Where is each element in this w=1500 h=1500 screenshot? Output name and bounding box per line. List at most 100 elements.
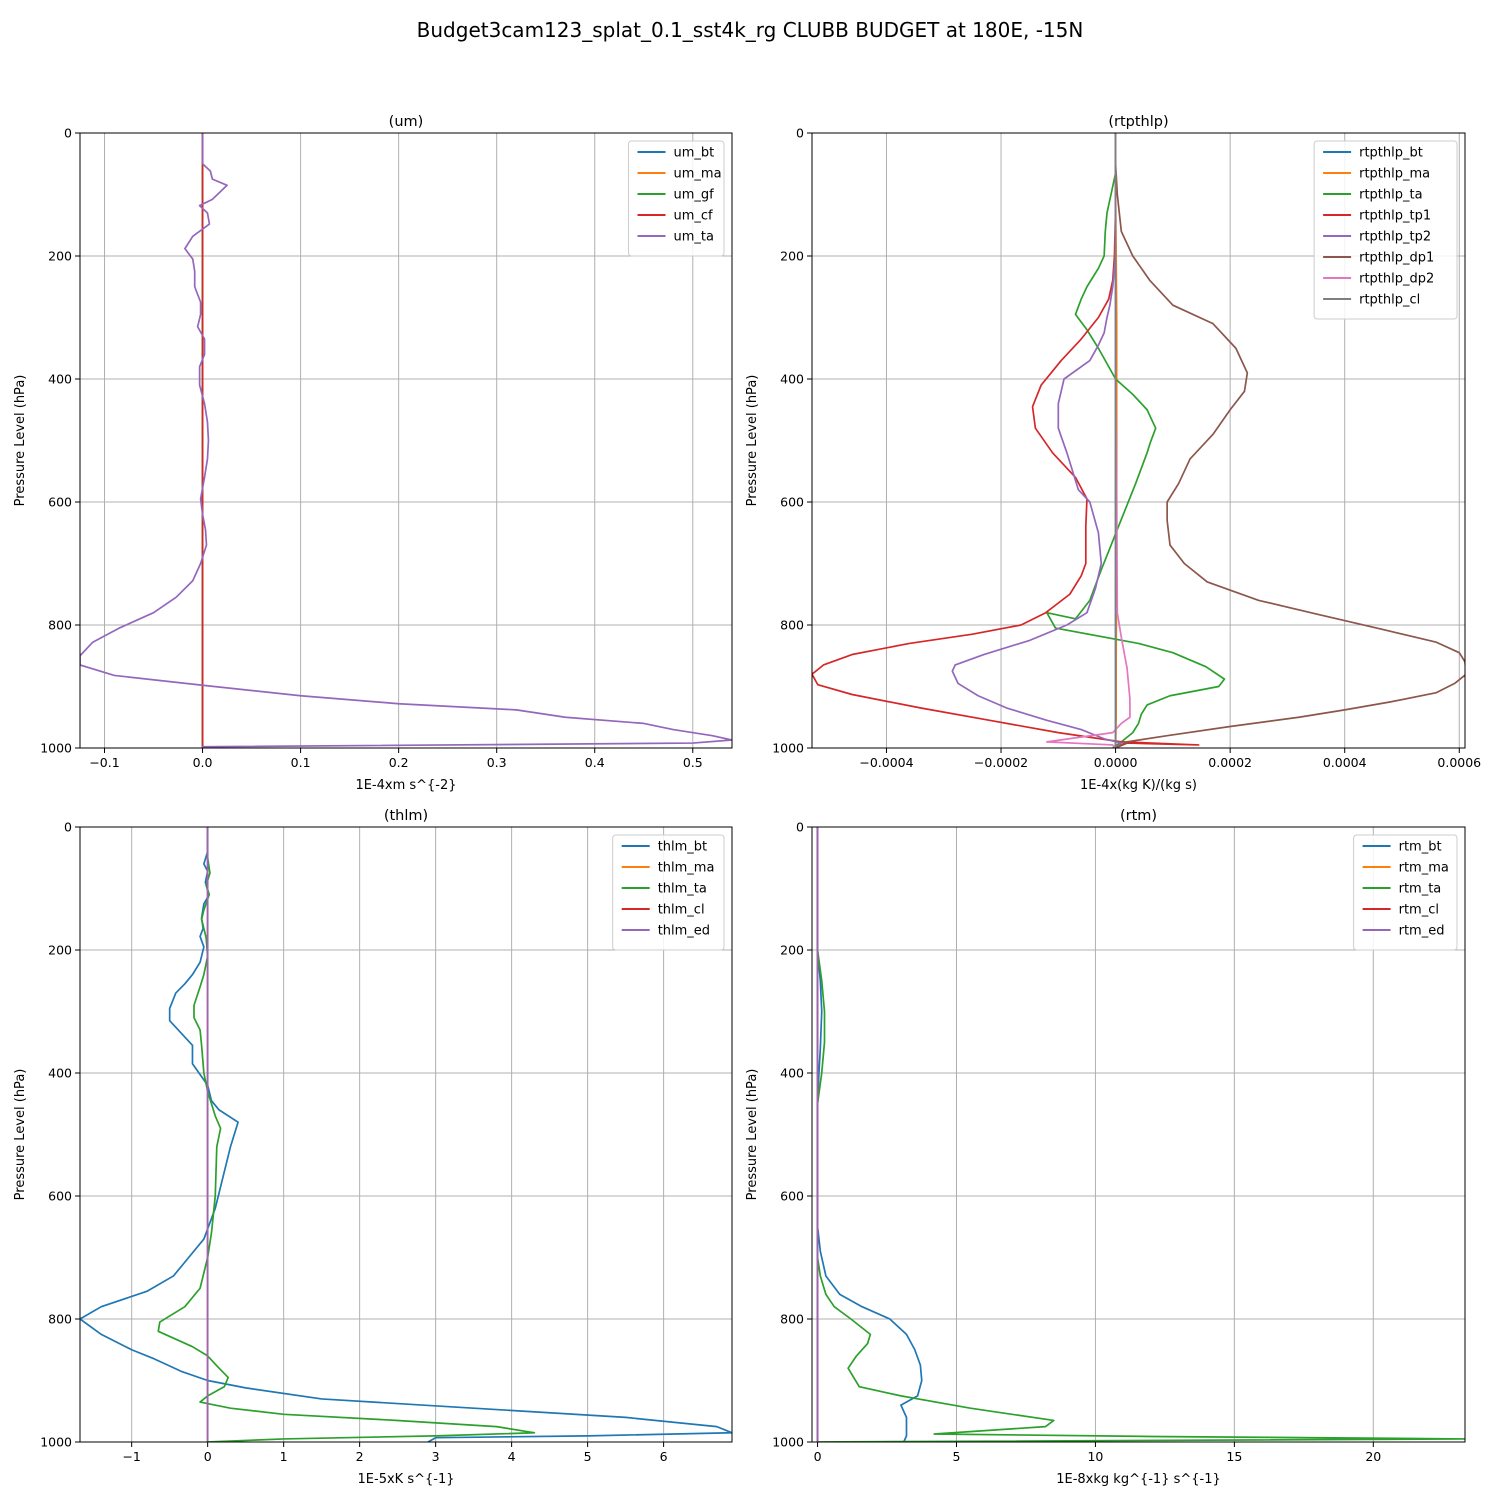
y-tick-label: 1000 [40,741,72,756]
x-tick-label: 0.5 [683,755,703,770]
legend-label: thlm_ed [658,924,710,939]
x-tick-label: −0.1 [89,755,119,770]
subplot-title: (thlm) [384,808,428,824]
y-tick-label: 200 [780,249,804,264]
x-axis-label: 1E-5xK s^{-1} [358,1472,455,1487]
subplot-title: (rtm) [1120,808,1157,824]
legend-label: um_cf [674,209,714,224]
subplot-0: −0.1 0.0 0.1 0.2 0.3 0.4 0.5 0 200 400 600 800 1000 (… [13,114,733,793]
legend-label: rtpthlp_ma [1359,167,1430,182]
legend-label: rtpthlp_dp1 [1359,251,1434,266]
y-tick-label: 400 [780,1066,804,1081]
y-tick-label: 400 [780,372,804,387]
x-tick-label: 0.2 [389,755,409,770]
figure-title: Budget3cam123_splat_0.1_sst4k_rg CLUBB B… [417,18,1084,42]
series-group [80,827,732,1442]
y-tick-label: 800 [780,1312,804,1327]
legend: thlm_bt thlm_ma thlm_ta thlm_cl thlm_ed [612,834,725,951]
subplot-1: −0.0004 −0.0002 0.0000 0.0002 0.0004 0.0006 0 2… [745,114,1481,793]
axes-frame [79,132,733,749]
series-line-rtpthlp_tp2 [951,133,1123,748]
y-tick-label: 200 [780,943,804,958]
legend-frame [1313,140,1458,320]
x-tick-label: 15 [1226,1449,1242,1464]
legend-label: um_ma [674,167,722,182]
y-tick-label: 800 [780,618,804,633]
x-axis-label: 1E-4xm s^{-2} [355,778,456,793]
legend-label: rtpthlp_ta [1359,188,1422,203]
series-line-rtpthlp_dp1 [1114,133,1465,748]
legend-label: rtpthlp_cl [1359,293,1420,308]
legend-label: rtm_ma [1399,861,1449,876]
x-tick-label: −1 [122,1449,140,1464]
series-line-rtpthlp_dp2 [1046,133,1131,748]
legend-label: rtm_ed [1399,924,1445,939]
subplot-grid: −0.1 0.0 0.1 0.2 0.3 0.4 0.502004006008001000(… [13,114,1481,1487]
x-tick-label: 0 [204,1449,212,1464]
x-tick-label: 0.0004 [1323,755,1367,770]
y-axis-label: Pressure Level (hPa) [745,375,760,507]
subplot-title: (rtpthlp) [1108,114,1168,130]
x-tick-label: 4 [508,1449,516,1464]
y-tick-label: 1000 [772,1435,804,1450]
x-tick-label: 3 [432,1449,440,1464]
y-tick-label: 600 [780,495,804,510]
series-line-um_ta [80,133,732,748]
x-axis-label: 1E-4x(kg K)/(kg s) [1080,778,1197,793]
y-tick-label: 800 [48,618,72,633]
x-tick-label: 2 [356,1449,364,1464]
y-tick-label: 0 [64,126,72,141]
y-tick-label: 400 [48,1066,72,1081]
legend-label: thlm_ma [658,861,715,876]
y-tick-label: 600 [48,1189,72,1204]
x-tick-label: 0 [814,1449,822,1464]
y-tick-label: 0 [64,820,72,835]
y-tick-label: 0 [796,820,804,835]
y-axis-label: Pressure Level (hPa) [13,1069,28,1201]
legend-label: thlm_ta [658,882,707,897]
series-line-thlm_ta [157,827,536,1442]
legend-label: um_gf [674,188,715,203]
legend-label: um_ta [674,230,714,245]
legend-frame [628,140,725,257]
x-tick-label: 0.1 [291,755,311,770]
y-tick-label: 0 [796,126,804,141]
series-line-rtm_bt [816,827,923,1442]
x-tick-label: 6 [660,1449,668,1464]
legend-label: rtm_bt [1399,840,1442,855]
y-tick-label: 400 [48,372,72,387]
y-tick-label: 800 [48,1312,72,1327]
y-axis-label: Pressure Level (hPa) [13,375,28,507]
series-line-rtpthlp_tp1 [812,133,1200,748]
axes-frame [79,826,733,1443]
x-tick-label: 0.4 [585,755,605,770]
x-tick-label: 0.0000 [1094,755,1138,770]
y-tick-label: 1000 [40,1435,72,1450]
axes-frame [811,132,1466,749]
legend: um_bt um_ma um_gf um_cf um_ta [628,140,725,257]
legend-label: rtpthlp_bt [1359,146,1423,161]
subplot-2: −1 0 1 2 3 4 5 6 0 200 400 600 800 1000 (thlm) 1E-5xK s… [13,808,733,1487]
legend-label: thlm_cl [658,903,705,918]
legend: rtpthlp_bt rtpthlp_ma rtpthlp_ta rtpthlp_tp… [1313,140,1458,320]
x-tick-label: 0.0002 [1208,755,1252,770]
x-tick-label: 0.0006 [1437,755,1481,770]
subplot-title: (um) [389,114,424,130]
y-tick-label: 600 [48,495,72,510]
y-tick-label: 200 [48,943,72,958]
legend-label: rtpthlp_tp1 [1359,209,1431,224]
x-tick-label: 20 [1365,1449,1381,1464]
legend-label: rtpthlp_tp2 [1359,230,1431,245]
x-tick-label: 0.0 [193,755,213,770]
y-tick-label: 200 [48,249,72,264]
x-tick-label: −0.0002 [974,755,1028,770]
legend-frame [612,834,725,951]
series-group [816,827,1465,1442]
x-tick-label: 1 [280,1449,288,1464]
series-group [80,133,732,748]
legend-label: rtm_cl [1399,903,1439,918]
x-tick-label: 0.3 [487,755,507,770]
